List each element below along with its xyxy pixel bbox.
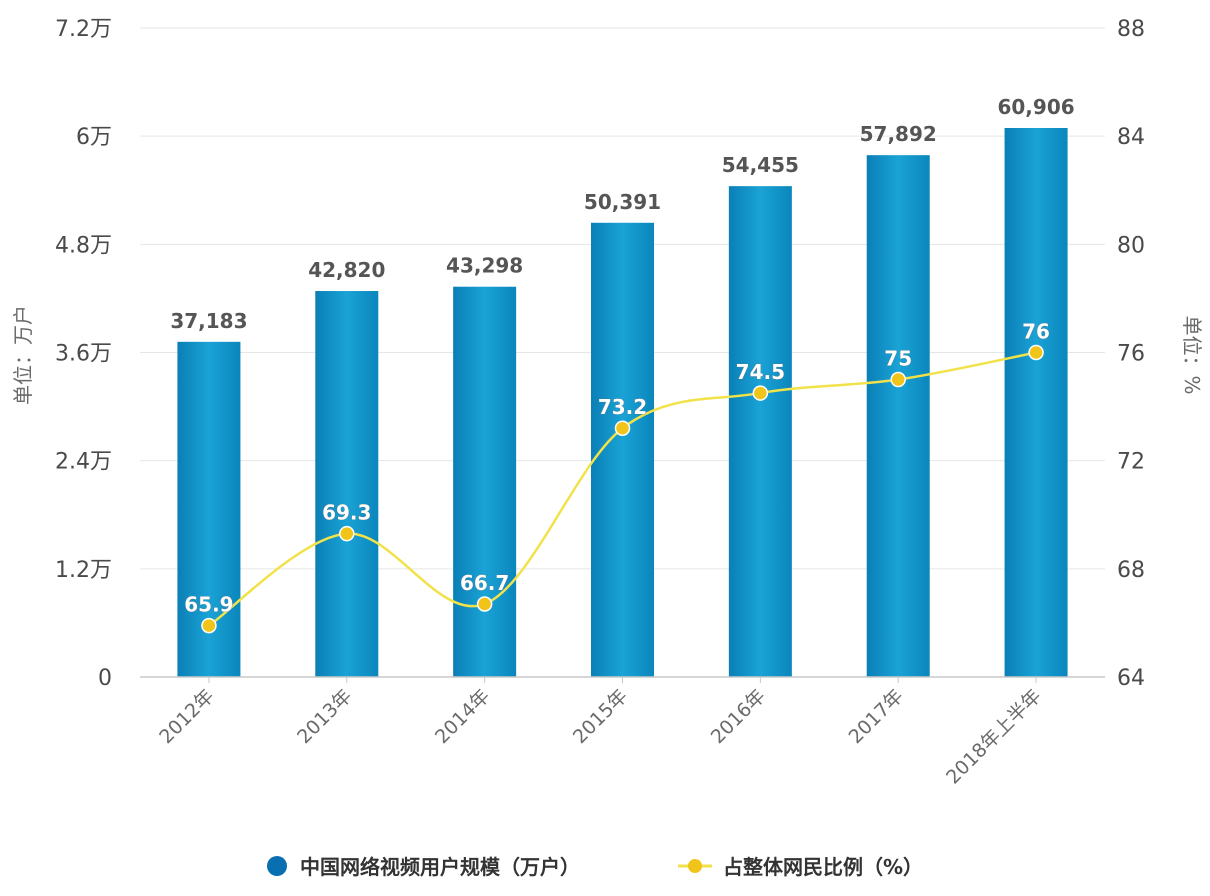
line-point (476, 596, 493, 612)
bar (1004, 128, 1068, 678)
right-tick-label: 84 (1117, 125, 1145, 150)
line-value-label: 74.5 (736, 360, 785, 384)
left-tick-label: 6万 (76, 125, 112, 150)
bar-value-label: 42,820 (308, 258, 385, 282)
line-series (201, 344, 1044, 634)
bar-value-label: 43,298 (446, 254, 523, 278)
left-tick-label: 0 (98, 666, 112, 691)
category-label: 2014年 (431, 685, 494, 748)
right-tick-label: 76 (1117, 342, 1145, 367)
bar-series (177, 128, 1068, 678)
line-point (752, 385, 769, 401)
data-labels: 37,183 42,820 43,298 50,391 54,455 57,892 60,9… (170, 95, 1074, 617)
bar (866, 155, 930, 677)
line-point (614, 420, 631, 436)
category-label: 2012年 (155, 685, 218, 748)
line-point (1028, 344, 1044, 361)
category-label: 2013年 (293, 685, 356, 748)
bar-value-label: 37,183 (170, 309, 247, 333)
category-label: 2017年 (845, 685, 908, 748)
line-point (339, 525, 355, 542)
category-label: 2018年上半年 (942, 685, 1045, 788)
left-tick-label: 1.2万 (55, 558, 112, 583)
line-value-label: 76 (1022, 320, 1050, 344)
legend-bar-label: 中国网络视频用户规模（万户） (300, 855, 580, 879)
right-tick-label: 68 (1117, 558, 1145, 583)
line-value-label: 75 (884, 347, 912, 371)
legend-line-marker-dot (688, 859, 702, 873)
bar-value-label: 54,455 (722, 153, 799, 177)
right-tick-label: 72 (1117, 450, 1145, 475)
legend-line-label: 占整体网民比例（%） (723, 855, 923, 879)
left-tick-label: 7.2万 (55, 17, 112, 42)
left-tick-label: 3.6万 (55, 342, 112, 367)
bar (453, 286, 517, 677)
line-value-label: 69.3 (322, 501, 371, 525)
bar-value-label: 60,906 (997, 95, 1074, 119)
bar (728, 186, 792, 677)
right-tick-label: 80 (1117, 233, 1145, 258)
left-tick-label: 2.4万 (55, 450, 112, 475)
line-value-label: 65.9 (184, 593, 233, 617)
line-point (890, 371, 906, 388)
line-point (201, 617, 217, 634)
legend-bar-marker (267, 856, 287, 876)
right-tick-label: 88 (1117, 17, 1145, 42)
left-axis-title: 单位：万户 (11, 305, 35, 405)
right-tick-label: 64 (1117, 666, 1145, 691)
right-axis-title: 单位：% (1180, 315, 1204, 394)
legend: 中国网络视频用户规模（万户） 占整体网民比例（%） (267, 855, 923, 879)
bar-value-label: 57,892 (860, 122, 937, 146)
bar-value-label: 50,391 (584, 190, 661, 214)
category-label: 2016年 (707, 685, 770, 748)
left-tick-label: 4.8万 (55, 233, 112, 258)
line-value-label: 73.2 (598, 395, 647, 419)
bar (315, 291, 379, 677)
category-label: 2015年 (569, 685, 632, 748)
line-value-label: 66.7 (460, 571, 509, 595)
